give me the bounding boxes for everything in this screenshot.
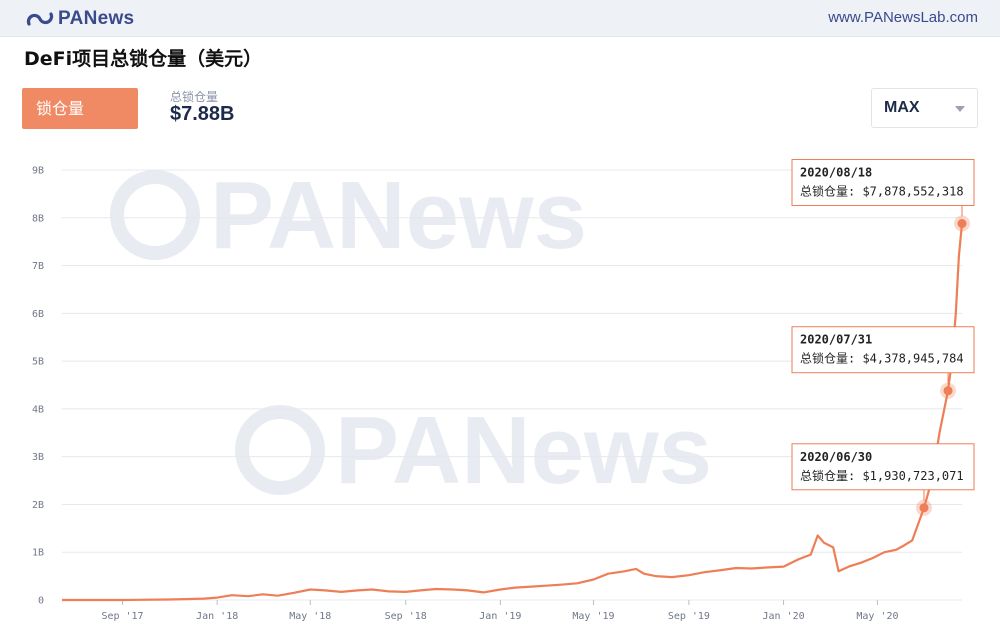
tvl-series-line — [62, 223, 964, 602]
tvl-line-chart: PANews PANews 0 1B 2B 3B 4B 5B 6B 7B 8B 9B Sep '17… — [32, 159, 975, 622]
page-title: DeFi项目总锁仓量（美元） — [24, 48, 263, 70]
panews-logo[interactable]: PANews — [26, 8, 134, 30]
tooltip-box — [791, 443, 975, 491]
x-axis-ticks: Sep '17 Jan '18 May '18 Sep '18 Jan '19 May '… — [101, 600, 899, 622]
chevron-down-icon — [955, 106, 965, 112]
y-tick-label: 2B — [32, 500, 44, 511]
watermark-text: PANews — [335, 397, 712, 504]
watermark: PANews — [110, 162, 587, 269]
tooltip-date: 2020/08/18 — [800, 166, 872, 180]
y-tick-label: 1B — [32, 548, 44, 559]
x-tick-label: Sep '18 — [385, 611, 427, 622]
watermark: PANews — [235, 397, 712, 504]
x-tick-label: May '19 — [572, 611, 614, 622]
y-tick-label: 4B — [32, 404, 44, 415]
top-bar: PANews www.PANewsLab.com — [0, 0, 1000, 37]
annotation: 2020/08/18 总锁仓量: $7,878,552,318 — [791, 159, 975, 232]
time-range-value: MAX — [884, 99, 920, 116]
time-range-select[interactable]: MAX — [871, 88, 978, 128]
data-point[interactable] — [943, 386, 953, 396]
watermark-logo-icon — [235, 405, 325, 495]
tooltip-date: 2020/06/30 — [800, 450, 872, 464]
tooltip-date: 2020/07/31 — [800, 333, 872, 347]
data-point[interactable] — [919, 503, 929, 513]
x-tick-label: Jan '18 — [196, 611, 238, 622]
watermarks: PANews PANews — [110, 162, 712, 504]
x-tick-label: Sep '19 — [668, 611, 710, 622]
tooltip-annotations: 2020/06/30 总锁仓量: $1,930,723,071 2020/07/31… — [791, 159, 975, 516]
annotation: 2020/07/31 总锁仓量: $4,378,945,784 — [791, 326, 975, 399]
tooltip-box — [791, 326, 975, 374]
y-tick-label: 8B — [32, 213, 44, 224]
y-tick-label: 7B — [32, 261, 44, 272]
y-tick-label: 3B — [32, 452, 44, 463]
tooltip-box — [791, 159, 975, 207]
tooltip-value: 总锁仓量: $7,878,552,318 — [800, 184, 964, 199]
y-tick-label: 5B — [32, 357, 44, 368]
tvl-tab[interactable]: 锁仓量 — [22, 88, 138, 129]
data-point[interactable] — [957, 219, 967, 229]
y-tick-label: 6B — [32, 309, 44, 320]
panews-logo-icon — [26, 12, 54, 26]
y-axis-ticks: 0 1B 2B 3B 4B 5B 6B 7B 8B 9B — [32, 166, 44, 607]
tooltip-value: 总锁仓量: $1,930,723,071 — [800, 468, 964, 483]
total-tvl-value: $7.88B — [170, 103, 235, 125]
site-url-link[interactable]: www.PANewsLab.com — [828, 9, 978, 26]
x-tick-label: Jan '20 — [762, 611, 804, 622]
total-tvl-label: 总锁仓量 — [170, 90, 219, 104]
y-tick-label: 0 — [38, 596, 44, 607]
logo-text: PANews — [58, 8, 135, 29]
watermark-text: PANews — [210, 162, 587, 269]
watermark-logo-icon — [110, 170, 200, 260]
x-tick-label: May '18 — [289, 611, 331, 622]
x-tick-label: Jan '19 — [479, 611, 521, 622]
tooltip-value: 总锁仓量: $4,378,945,784 — [800, 351, 964, 366]
x-tick-label: May '20 — [856, 611, 898, 622]
y-tick-label: 9B — [32, 166, 44, 177]
x-tick-label: Sep '17 — [101, 611, 143, 622]
annotation: 2020/06/30 总锁仓量: $1,930,723,071 — [791, 443, 975, 516]
